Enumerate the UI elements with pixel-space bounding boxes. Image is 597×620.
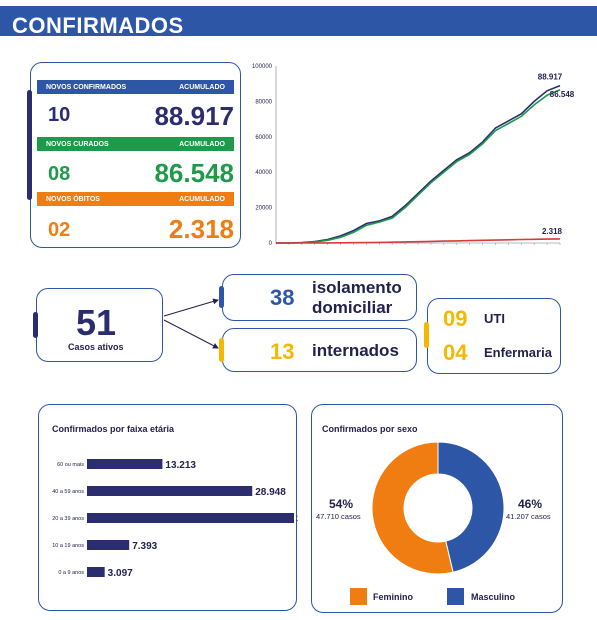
active-arrows xyxy=(163,298,219,349)
age-bar-value: 13.213 xyxy=(165,460,196,471)
legend-male-label: Masculino xyxy=(471,592,516,602)
deaths-strip: NOVOS ÓBITOS ACUMULADO xyxy=(37,192,234,206)
age-category-label: 0 a 9 anos xyxy=(58,570,84,576)
recovered-acc-label: ACUMULADO xyxy=(179,140,225,148)
age-bar-value: 36.266 xyxy=(297,514,298,525)
y-tick-label: 20000 xyxy=(255,206,272,212)
header-bar: CONFIRMADOS xyxy=(0,6,597,38)
donut-slice-feminino xyxy=(371,441,454,575)
deaths-daily: 02 xyxy=(48,219,71,241)
legend-female-label: Feminino xyxy=(373,592,413,602)
hospital-accent xyxy=(219,338,224,362)
age-bar xyxy=(87,513,294,523)
y-tick-label: 80000 xyxy=(255,99,272,105)
active-total-card xyxy=(36,288,163,362)
series-line-2 xyxy=(276,238,561,244)
legend-female-swatch xyxy=(350,588,367,605)
y-tick-label: 0 xyxy=(269,241,273,247)
age-category-label: 40 a 59 anos xyxy=(52,489,84,495)
legend-male-swatch xyxy=(447,588,464,605)
male-cases: 41.207 casos xyxy=(506,512,551,521)
age-bar-value: 3.097 xyxy=(108,568,133,579)
hospital-card xyxy=(222,328,417,372)
home-accent xyxy=(219,286,224,308)
breakdown-accent xyxy=(424,322,429,348)
series-line-0 xyxy=(276,84,561,244)
uti-value: 09 xyxy=(443,306,468,331)
female-cases: 47.710 casos xyxy=(316,512,361,521)
active-total-label: Casos ativos xyxy=(68,342,124,352)
y-tick-label: 40000 xyxy=(255,170,272,176)
hospital-breakdown-card xyxy=(427,298,561,374)
age-category-label: 20 a 39 anos xyxy=(52,516,84,522)
y-tick-label: 60000 xyxy=(255,135,272,141)
sex-chart-card xyxy=(311,404,563,613)
age-bar-chart: 60 ou mais 13.213 40 a 59 anos 28.948 20 a 3… xyxy=(52,459,298,579)
deaths-acc-label: ACUMULADO xyxy=(179,195,225,203)
home-isolation-label-1: isolamento xyxy=(312,278,402,297)
active-accent xyxy=(33,312,38,338)
stats-accent xyxy=(27,90,32,200)
recovered-accumulated: 86.548 xyxy=(154,158,234,188)
age-category-label: 10 a 19 anos xyxy=(52,543,84,549)
uti-label: UTI xyxy=(484,311,505,326)
age-bar xyxy=(87,459,163,469)
deaths-accumulated: 2.318 xyxy=(168,214,234,244)
ward-label: Enfermaria xyxy=(484,345,552,360)
confirmed-strip: NOVOS CONFIRMADOS ACUMULADO xyxy=(37,80,234,94)
hospital-value: 13 xyxy=(270,339,295,364)
home-isolation-card xyxy=(222,274,417,321)
age-chart-card xyxy=(38,404,297,611)
recovered-daily: 08 xyxy=(48,163,71,185)
series-end-label: 86.548 xyxy=(550,90,575,99)
recovered-label: NOVOS CURADOS xyxy=(46,140,109,148)
confirmed-label: NOVOS CONFIRMADOS xyxy=(46,83,127,91)
age-bar xyxy=(87,567,105,577)
series-end-label: 2.318 xyxy=(542,227,563,236)
arrow-to-hospital xyxy=(163,319,219,349)
series-end-label: 88.917 xyxy=(538,73,563,82)
page-title: CONFIRMADOS xyxy=(12,13,184,38)
age-chart-title: Confirmados por faixa etária xyxy=(52,424,175,434)
age-bar xyxy=(87,540,130,550)
deaths-label: NOVOS ÓBITOS xyxy=(46,195,100,203)
age-bar-value: 7.393 xyxy=(132,541,157,552)
series-line-1 xyxy=(276,89,561,244)
home-isolation-value: 38 xyxy=(270,285,295,310)
y-tick-label: 100000 xyxy=(252,64,273,70)
sex-donut-chart xyxy=(371,441,505,575)
arrow-to-home xyxy=(163,298,219,317)
age-bar xyxy=(87,486,253,496)
male-percent: 46% xyxy=(518,497,543,511)
confirmed-accumulated: 88.917 xyxy=(154,101,234,131)
hospital-label: internados xyxy=(312,341,399,360)
home-isolation-label-2: domiciliar xyxy=(312,298,393,317)
confirmed-daily: 10 xyxy=(48,104,71,126)
age-category-label: 60 ou mais xyxy=(57,462,84,468)
confirmed-acc-label: ACUMULADO xyxy=(179,83,225,91)
sex-chart-title: Confirmados por sexo xyxy=(322,424,418,434)
donut-slice-masculino xyxy=(437,441,505,573)
age-bar-value: 28.948 xyxy=(255,487,286,498)
cumulative-line-chart: 0 20000 40000 60000 80000 100000 88.917 86.548 2… xyxy=(252,64,575,247)
active-total-value: 51 xyxy=(76,302,117,343)
ward-value: 04 xyxy=(443,340,468,365)
female-percent: 54% xyxy=(329,497,354,511)
recovered-strip: NOVOS CURADOS ACUMULADO xyxy=(37,137,234,151)
